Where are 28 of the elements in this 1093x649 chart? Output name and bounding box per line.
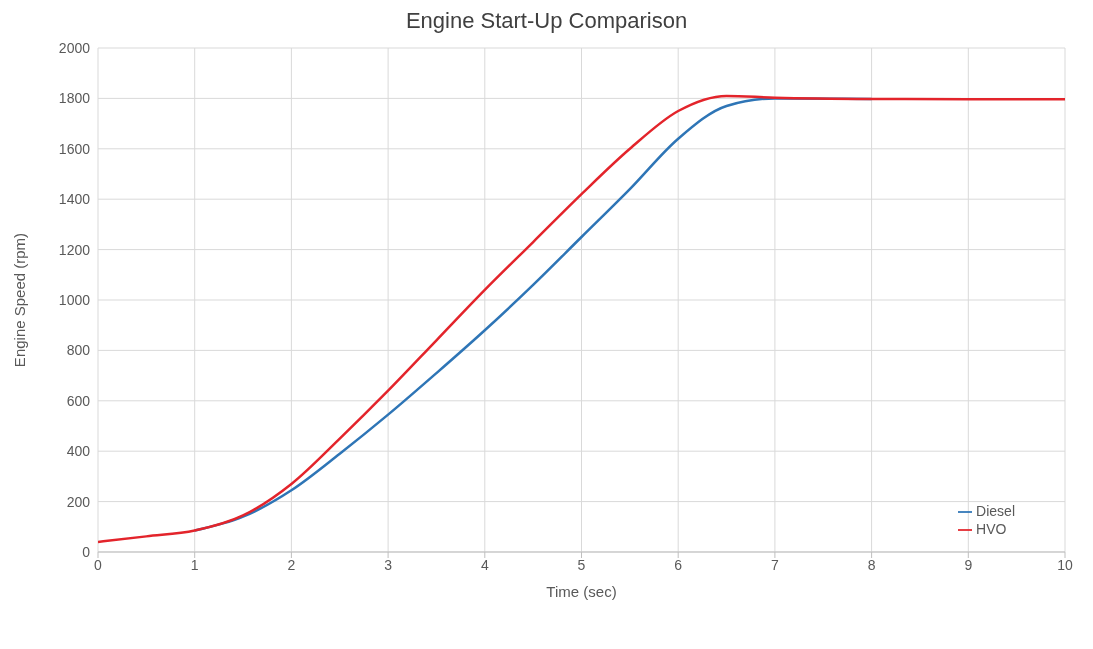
chart-title: Engine Start-Up Comparison [404, 8, 689, 34]
x-tick-label: 7 [771, 556, 779, 573]
y-tick-label: 1000 [58, 291, 91, 308]
x-tick-label: 8 [867, 556, 876, 573]
x-tick-label: 6 [674, 556, 683, 573]
y-tick-label: 400 [66, 443, 91, 460]
y-tick-label: 0 [82, 543, 91, 560]
x-tick-label: 5 [577, 556, 586, 573]
x-axis-title: Time (sec) [546, 583, 617, 600]
y-tick-label: 1200 [58, 241, 91, 258]
y-tick-label: 2000 [58, 39, 91, 56]
y-tick-label: 200 [66, 493, 91, 510]
y-tick-label: 1800 [58, 90, 91, 107]
y-axis-title: Engine Speed (rpm) [11, 232, 29, 368]
y-tick-label: 1400 [58, 191, 91, 208]
legend-label: HVO [976, 521, 1007, 537]
x-tick-label: 4 [480, 556, 489, 573]
x-tick-label: 0 [94, 556, 103, 573]
legend-label: Diesel [976, 503, 1015, 519]
x-tick-label: 9 [964, 556, 973, 573]
x-tick-label: 3 [384, 556, 393, 573]
y-tick-label: 1600 [58, 140, 91, 157]
x-tick-label: 10 [1057, 556, 1073, 573]
y-tick-label: 800 [66, 342, 91, 359]
y-tick-label: 600 [66, 392, 91, 409]
x-tick-label: 2 [287, 556, 296, 573]
x-tick-label: 1 [190, 556, 199, 573]
line-series [98, 94, 1065, 544]
